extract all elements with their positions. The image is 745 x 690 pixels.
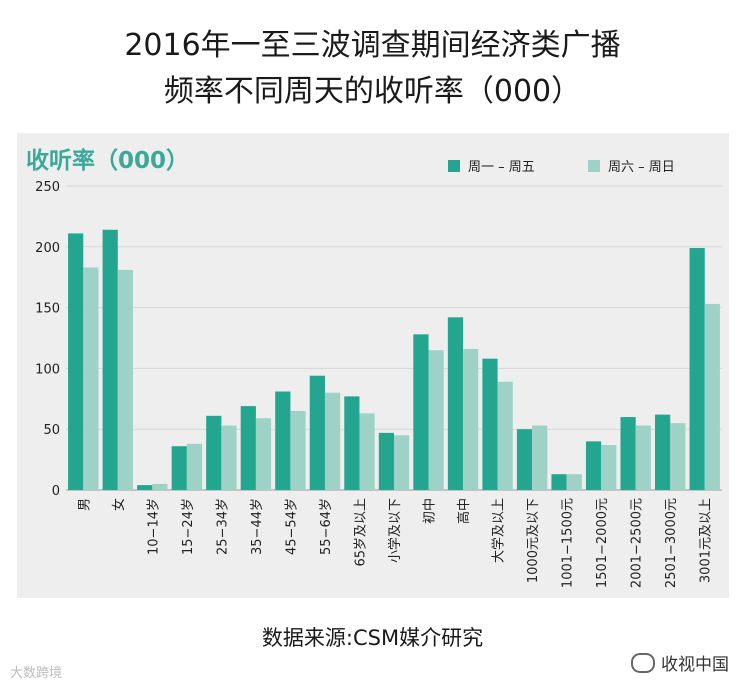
y-tick-label: 50 xyxy=(43,423,60,438)
watermark-right-label: 收视中国 xyxy=(661,655,729,675)
bar-weekend xyxy=(463,348,479,490)
x-tick-label: 1501−2000元 xyxy=(595,498,610,588)
legend-item-weekend: 周六 – 周日 xyxy=(588,156,675,175)
bar-weekend xyxy=(428,350,444,490)
bar-weekend xyxy=(290,410,306,490)
x-tick-label: 3001元及以上 xyxy=(699,498,714,583)
bar-weekday xyxy=(137,485,153,490)
legend-label-weekend: 周六 – 周日 xyxy=(608,160,675,175)
x-tick-label: 大学及以上 xyxy=(491,498,507,563)
bar-weekend xyxy=(704,303,720,490)
legend-swatch-weekday xyxy=(448,159,460,172)
bar-weekend xyxy=(497,381,513,490)
watermark-left: 大数跨境 xyxy=(10,666,63,681)
bar-weekend xyxy=(635,425,651,490)
bar-weekend xyxy=(670,423,686,490)
bar-weekday xyxy=(516,429,533,490)
bar-weekend xyxy=(152,483,168,490)
bar-weekday xyxy=(309,375,325,490)
bar-weekend xyxy=(324,392,341,490)
y-tick-label: 100 xyxy=(35,362,60,377)
x-tick-label: 15−24岁 xyxy=(181,498,196,555)
bar-weekend xyxy=(532,425,548,490)
x-tick-label: 初中 xyxy=(423,498,438,524)
chart-title-line-2: 频率不同周天的收听率（000） xyxy=(163,74,582,109)
bar-weekday xyxy=(551,474,567,490)
bar-weekday xyxy=(482,358,498,490)
x-tick-label: 小学及以下 xyxy=(387,498,403,563)
bar-weekday xyxy=(206,415,222,490)
y-tick-label: 0 xyxy=(52,484,60,499)
bar-weekday xyxy=(447,317,464,490)
chart-panel xyxy=(17,133,729,598)
x-tick-label: 25−34岁 xyxy=(215,498,230,555)
bar-weekend xyxy=(601,445,617,490)
bar-weekday xyxy=(102,229,118,490)
x-tick-label: 女 xyxy=(111,498,127,511)
bar-weekend xyxy=(117,269,133,490)
x-tick-label: 1001−1500元 xyxy=(561,498,576,588)
bar-weekday xyxy=(275,391,291,490)
x-tick-label: 男 xyxy=(77,498,92,511)
y-tick-label: 200 xyxy=(35,241,60,256)
bar-weekend xyxy=(359,413,375,490)
y-tick-label: 250 xyxy=(35,180,60,195)
bar-weekday xyxy=(171,446,187,490)
chart-title-line-1: 2016年一至三波调查期间经济类广播 xyxy=(124,28,621,63)
bar-weekend xyxy=(83,267,99,490)
watermark-right: 收视中国 xyxy=(631,650,729,675)
bar-weekday xyxy=(413,334,429,490)
bar-weekend xyxy=(394,435,410,490)
y-axis-title: 收听率（000） xyxy=(26,148,190,174)
bar-weekend xyxy=(566,474,582,490)
bar-weekday xyxy=(378,432,394,490)
x-tick-label: 35−44岁 xyxy=(250,498,265,555)
legend-label-weekday: 周一 – 周五 xyxy=(468,160,535,175)
data-source-note: 数据来源:CSM媒介研究 xyxy=(261,626,484,650)
bar-weekday xyxy=(240,406,256,490)
bar-weekend xyxy=(255,418,272,490)
legend-swatch-weekend xyxy=(588,159,600,172)
bar-weekend xyxy=(221,425,237,490)
bar-weekday xyxy=(620,417,636,490)
bar-weekday xyxy=(655,414,671,490)
x-tick-label: 55−64岁 xyxy=(319,498,334,555)
x-tick-label: 1000元及以下 xyxy=(526,498,541,583)
x-tick-label: 2001−2500元 xyxy=(630,498,645,588)
legend-item-weekday: 周一 – 周五 xyxy=(448,156,535,175)
bar-weekday xyxy=(585,441,602,490)
x-tick-label: 45−54岁 xyxy=(284,498,299,555)
x-tick-label: 65岁及以上 xyxy=(353,498,368,567)
bar-weekday xyxy=(344,396,360,490)
chat-bubble-icon xyxy=(631,652,655,673)
y-tick-label: 150 xyxy=(35,302,60,317)
bar-weekend xyxy=(186,443,203,490)
bar-weekday xyxy=(689,248,705,490)
x-tick-label: 2501−3000元 xyxy=(664,498,679,588)
x-tick-label: 10−14岁 xyxy=(146,498,161,555)
bar-weekday xyxy=(68,233,84,490)
x-tick-label: 高中 xyxy=(456,498,472,524)
